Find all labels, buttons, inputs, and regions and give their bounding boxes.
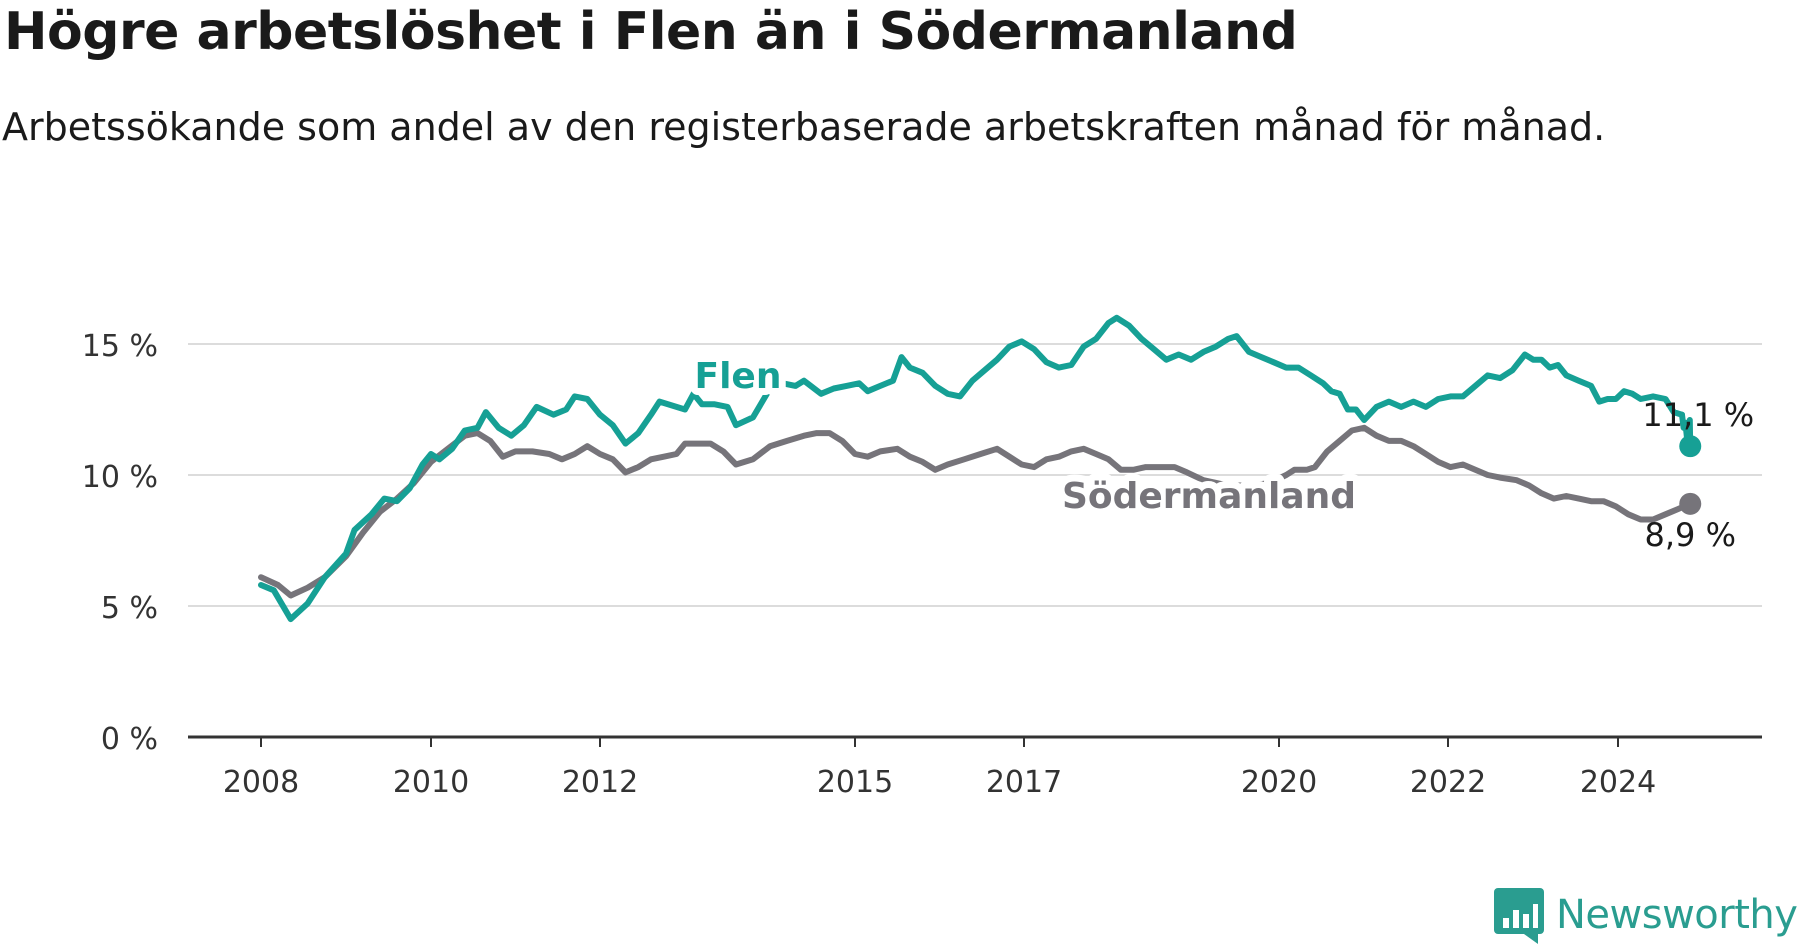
series-label-sodermanland-halo: Södermanland: [1062, 476, 1356, 517]
series-label-flen: Flen: [695, 356, 782, 397]
x-axis: 2008 2010 2012 2015 2017 2020 2022 2024: [188, 735, 1762, 800]
series-line-sodermanland: [258, 424, 1694, 599]
chart-title: Högre arbetslöshet i Flen än i Södermanl…: [4, 2, 1298, 62]
end-marker-sodermanland: [1679, 492, 1702, 515]
x-tick-label-2010: 2010: [393, 765, 469, 800]
y-tick-label-10: 10 %: [82, 460, 158, 495]
y-tick-label-5: 5 %: [101, 591, 158, 626]
series-label-flen-halo: Flen: [695, 356, 782, 397]
y-tick-label-0: 0 %: [101, 722, 158, 757]
bar-chart-speech-bubble-icon: [1494, 888, 1544, 944]
x-tick-label-2012: 2012: [562, 765, 638, 800]
y-tick-label-15: 15 %: [82, 329, 158, 364]
x-tick-label-2022: 2022: [1410, 765, 1486, 800]
newsworthy-logo: Newsworthy: [1494, 888, 1798, 944]
series-lines: [258, 314, 1702, 623]
x-tick-label-2024: 2024: [1580, 765, 1656, 800]
x-tick-label-2017: 2017: [986, 765, 1062, 800]
series-line-flen: [258, 314, 1685, 623]
x-tick-label-2020: 2020: [1241, 765, 1317, 800]
x-tick-label-2015: 2015: [817, 765, 893, 800]
series-labels: 11,1 %8,9 %FlenFlenSödermanlandSödermanl…: [688, 349, 1755, 554]
chart-subtitle: Arbetssökande som andel av den registerb…: [2, 105, 1606, 149]
end-marker-flen: [1679, 435, 1702, 458]
end-label-sodermanland: 8,9 %: [1645, 516, 1736, 554]
series-label-sodermanland: Södermanland: [1062, 476, 1356, 517]
end-label-flen: 11,1 %: [1642, 396, 1754, 434]
brand-name: Newsworthy: [1556, 892, 1798, 938]
x-tick-label-2008: 2008: [223, 765, 299, 800]
y-axis: 0 % 5 % 10 % 15 %: [82, 329, 158, 757]
